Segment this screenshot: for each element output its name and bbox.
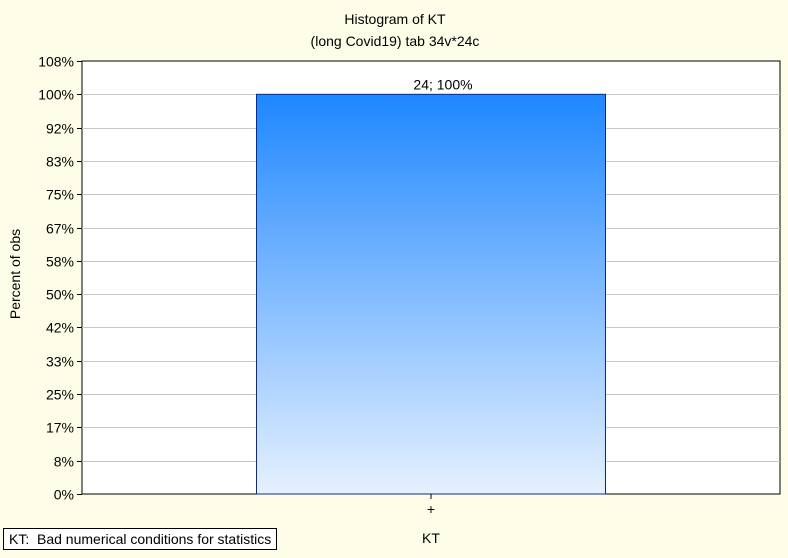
y-tick-label: 108% bbox=[38, 54, 74, 70]
y-tick-label: 100% bbox=[38, 87, 74, 103]
y-axis-label: Percent of obs bbox=[7, 229, 23, 319]
y-tick-label: 92% bbox=[46, 121, 74, 137]
warning-note: KT: Bad numerical conditions for statist… bbox=[3, 528, 278, 550]
y-tick-label: 75% bbox=[46, 187, 74, 203]
y-tick-label: 67% bbox=[46, 221, 74, 237]
y-tick-label: 25% bbox=[46, 387, 74, 403]
y-tick-label: 50% bbox=[46, 287, 74, 303]
histogram-bar bbox=[256, 93, 606, 495]
bar-data-label: 24; 100% bbox=[413, 76, 472, 92]
y-tick-label: 42% bbox=[46, 320, 74, 336]
chart-subtitle: (long Covid19) tab 34v*24c bbox=[311, 33, 480, 49]
y-tick-label: 83% bbox=[46, 154, 74, 170]
x-axis-label: KT bbox=[422, 530, 440, 546]
x-axis-ticks: + bbox=[427, 494, 435, 517]
y-tick-label: 17% bbox=[46, 420, 74, 436]
bars: 24; 100% bbox=[256, 76, 606, 495]
y-axis-ticks: 0% 8% 17% 25% 33% 42% 50% 58% 67% 75% 83% 92% 100% 10… bbox=[38, 54, 82, 503]
chart-title: Histogram of KT bbox=[344, 11, 446, 27]
y-tick-label: 0% bbox=[54, 487, 74, 503]
y-tick-label: 58% bbox=[46, 254, 74, 270]
x-tick-label: + bbox=[427, 501, 435, 517]
y-tick-label: 33% bbox=[46, 354, 74, 370]
y-tick-label: 8% bbox=[54, 454, 74, 470]
